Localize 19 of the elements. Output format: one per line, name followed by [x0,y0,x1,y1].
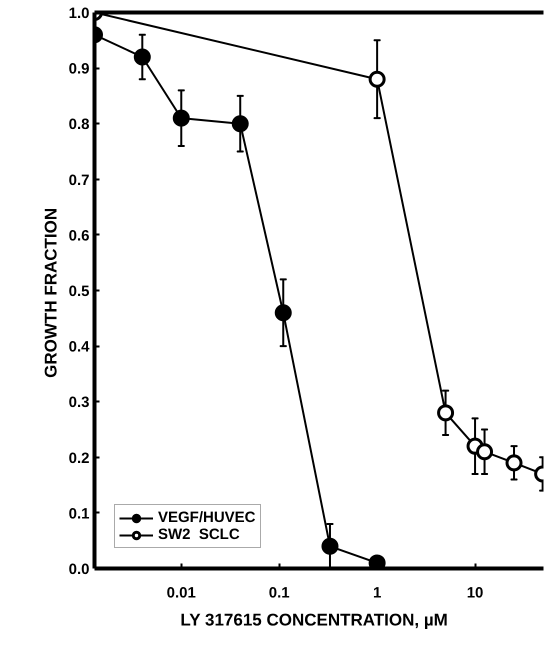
x-tick-label: 0.01 [166,584,196,602]
y-tick-label: 0.9 [68,60,90,78]
y-axis-title: GROWTH FRACTION [42,208,61,378]
x-tick-label: 1 [372,584,382,602]
y-tick-label: 0.7 [68,172,90,189]
legend-label: SW2 SCLC [158,526,240,543]
legend-label: VEGF/HUVEC [158,509,256,526]
x-tick-label: 10 [466,584,484,602]
y-tick-label: 0.2 [68,450,90,467]
y-tick-label: 0.4 [68,338,90,356]
x-axis-title: LY 317615 CONCENTRATION, µM [180,610,448,630]
y-tick-label: 1.0 [68,5,90,22]
x-tick-label: 0.1 [268,584,290,602]
y-tick-label: 0.8 [68,116,90,134]
y-tick-label: 0.1 [68,505,90,522]
y-tick-label: 0.3 [68,394,90,412]
y-tick-label: 0.5 [68,283,90,300]
y-tick-label: 0.6 [68,227,90,244]
y-tick-label: 0.0 [68,561,90,578]
